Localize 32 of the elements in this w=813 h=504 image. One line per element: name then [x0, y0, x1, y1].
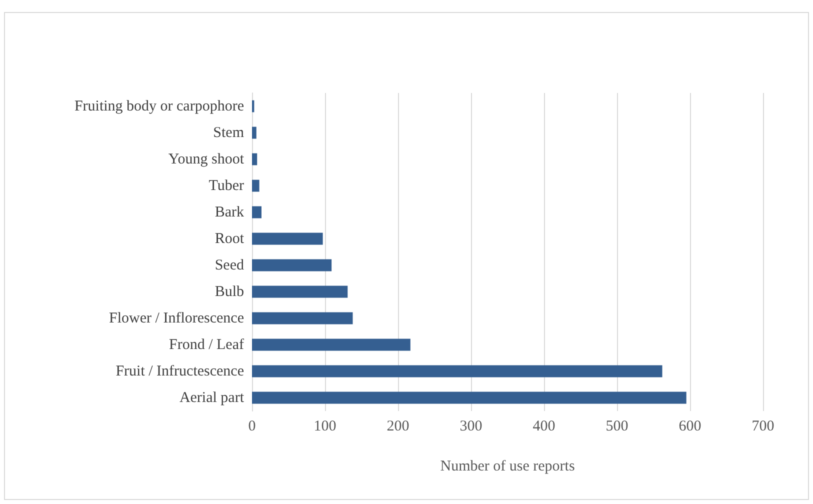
y-tick-label: Stem — [213, 124, 244, 141]
y-tick-label: Root — [214, 230, 245, 247]
bar — [252, 180, 260, 192]
y-tick-label: Seed — [214, 257, 244, 274]
bar — [252, 365, 662, 378]
x-tick-label: 0 — [248, 418, 256, 434]
bar — [252, 312, 353, 324]
y-tick-label: Aerial part — [179, 390, 245, 406]
bar — [252, 338, 410, 351]
bar — [252, 259, 332, 272]
bar — [252, 153, 258, 166]
y-tick-label: Bark — [214, 204, 244, 220]
x-axis-title: Number of use reports — [440, 458, 575, 474]
x-tick-label: 300 — [460, 418, 482, 434]
y-tick-label: Young shoot — [168, 151, 245, 168]
y-tick-label: Fruit / Infructescence — [116, 363, 244, 380]
x-tick-label: 200 — [386, 418, 410, 434]
x-tick-label: 100 — [314, 418, 336, 434]
bar — [252, 126, 256, 139]
y-tick-label: Fruiting body or carpophore — [74, 98, 244, 114]
y-tick-label: Tuber — [208, 178, 244, 194]
bar — [252, 286, 348, 298]
y-tick-label: Bulb — [214, 284, 244, 300]
bar — [252, 206, 262, 218]
y-tick-label: Frond / Leaf — [169, 336, 244, 353]
x-tick-label: 400 — [532, 418, 556, 434]
bar — [252, 232, 323, 245]
x-tick-label: 500 — [606, 418, 628, 434]
x-tick-label: 600 — [678, 418, 702, 434]
bar — [252, 392, 686, 404]
y-tick-label: Flower / Inflorescence — [109, 310, 244, 326]
x-tick-label: 700 — [752, 418, 774, 434]
